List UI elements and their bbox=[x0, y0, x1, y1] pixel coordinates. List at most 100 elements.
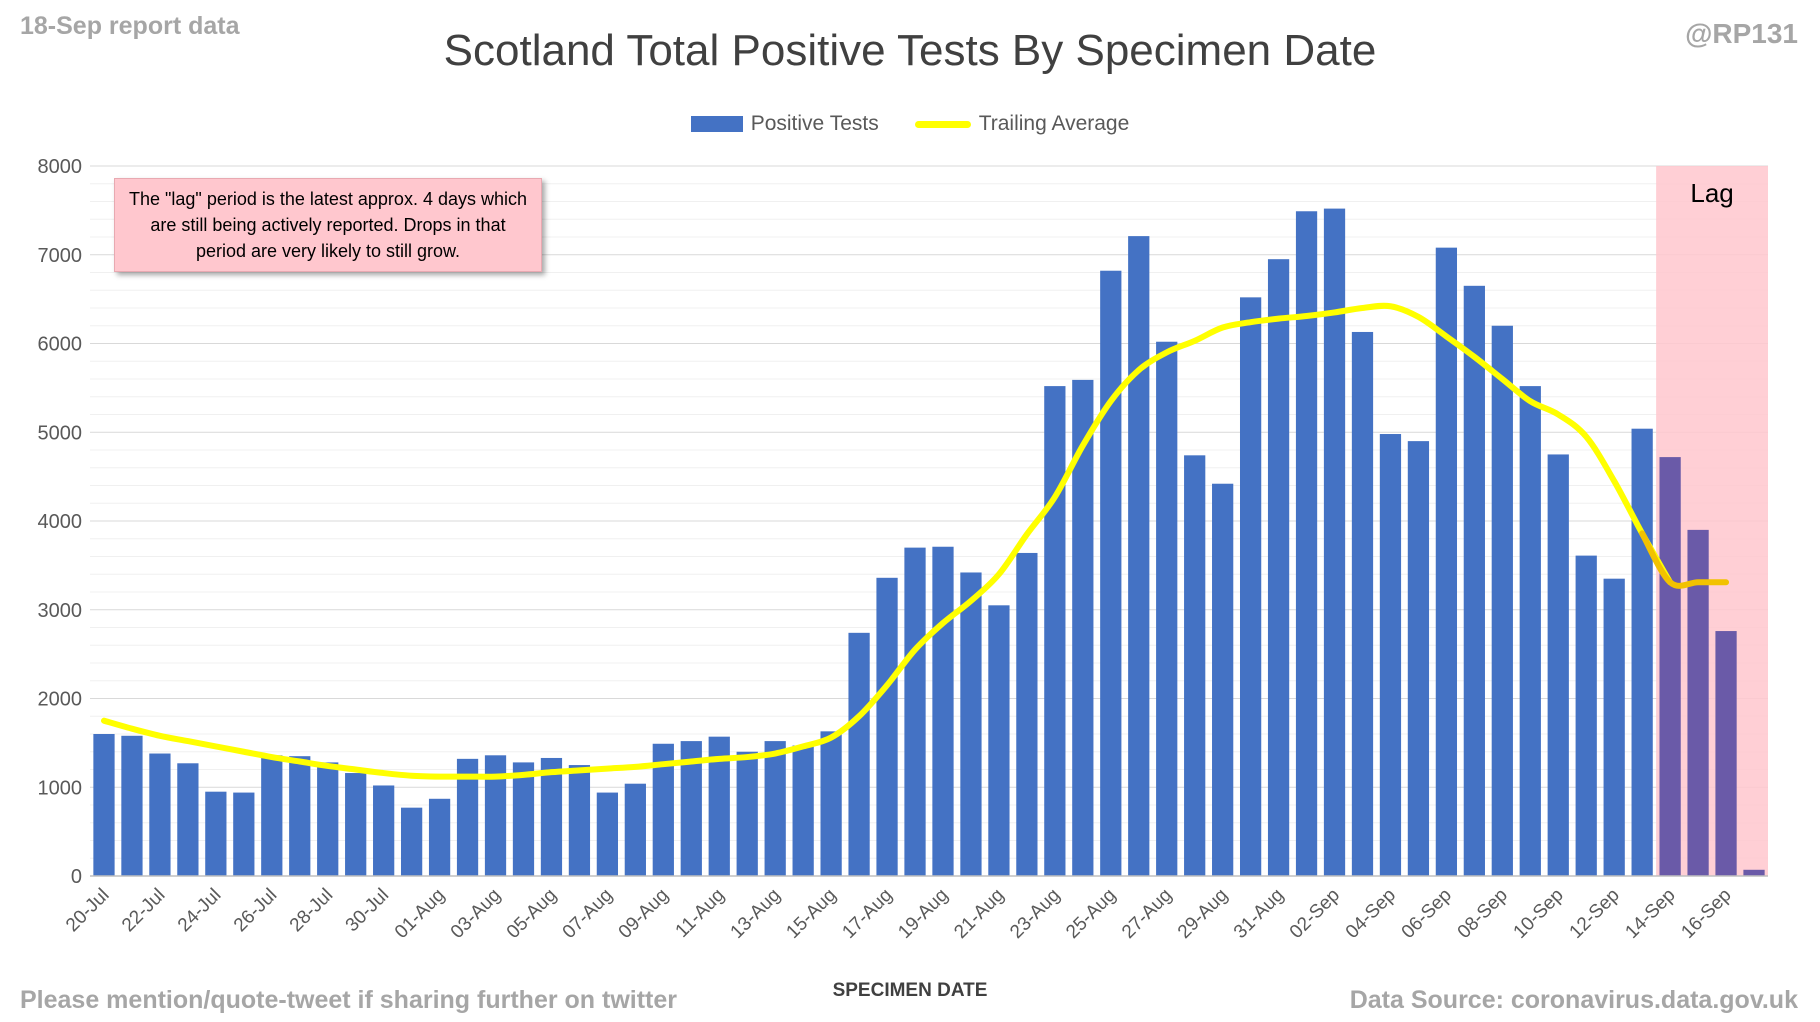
bar-06-Sep bbox=[1435, 247, 1458, 876]
legend: Positive Tests Trailing Average bbox=[0, 112, 1820, 136]
x-tick-label: 02-Sep bbox=[1286, 885, 1344, 943]
x-tick-label: 04-Sep bbox=[1342, 885, 1400, 943]
legend-item-trailing-average: Trailing Average bbox=[914, 112, 1130, 136]
bar-12-Sep bbox=[1603, 578, 1625, 876]
x-tick-label: 06-Sep bbox=[1398, 885, 1456, 943]
bar-16-Aug bbox=[848, 632, 870, 876]
bar-03-Sep bbox=[1351, 331, 1374, 876]
bar-14-Sep bbox=[1659, 457, 1681, 876]
bar-10-Aug bbox=[680, 741, 702, 876]
bar-22-Aug bbox=[1016, 552, 1038, 876]
y-tick-label: 7000 bbox=[38, 245, 83, 267]
x-tick-label: 10-Sep bbox=[1510, 885, 1568, 943]
x-tick-label: 29-Aug bbox=[1174, 885, 1232, 943]
bar-24-Aug bbox=[1072, 379, 1094, 876]
legend-label-positive-tests: Positive Tests bbox=[750, 112, 879, 135]
x-tick-label: 19-Aug bbox=[894, 885, 952, 943]
bar-24-Jul bbox=[205, 791, 227, 876]
x-tick-label: 21-Aug bbox=[950, 885, 1008, 943]
bar-04-Sep bbox=[1379, 434, 1402, 876]
x-tick-label: 09-Aug bbox=[615, 885, 673, 943]
bar-30-Aug bbox=[1239, 297, 1262, 877]
x-tick-label: 13-Aug bbox=[727, 885, 785, 943]
bar-07-Sep bbox=[1463, 285, 1485, 876]
bar-05-Sep bbox=[1407, 441, 1430, 876]
bar-31-Aug bbox=[1267, 259, 1290, 876]
bar-20-Aug bbox=[960, 572, 982, 876]
x-tick-label: 30-Jul bbox=[342, 885, 393, 936]
x-tick-label: 28-Jul bbox=[286, 885, 337, 936]
legend-item-positive-tests: Positive Tests bbox=[690, 112, 879, 136]
x-tick-label: 16-Sep bbox=[1677, 885, 1735, 943]
bar-15-Sep bbox=[1687, 529, 1709, 876]
x-tick-label: 26-Jul bbox=[230, 885, 281, 936]
x-tick-label: 14-Sep bbox=[1621, 885, 1679, 943]
bar-21-Jul bbox=[121, 735, 143, 876]
bar-15-Aug bbox=[820, 731, 842, 876]
x-tick-label: 15-Aug bbox=[782, 885, 840, 943]
bar-17-Aug bbox=[876, 577, 898, 876]
bar-26-Jul bbox=[261, 755, 283, 876]
y-tick-label: 0 bbox=[71, 866, 82, 888]
x-tick-label: 22-Jul bbox=[118, 885, 169, 936]
bar-05-Aug bbox=[540, 757, 563, 876]
bar-01-Sep bbox=[1295, 211, 1318, 876]
bar-30-Jul bbox=[373, 785, 395, 876]
x-tick-label: 01-Aug bbox=[391, 885, 449, 943]
bar-29-Aug bbox=[1212, 483, 1234, 876]
legend-swatch-line bbox=[914, 120, 971, 128]
legend-label-trailing-average: Trailing Average bbox=[978, 112, 1130, 135]
y-tick-label: 4000 bbox=[38, 511, 83, 533]
bar-23-Jul bbox=[177, 763, 199, 876]
report-date-label: 18-Sep report data bbox=[20, 12, 240, 40]
y-tick-label: 6000 bbox=[38, 334, 83, 356]
x-tick-label: 17-Aug bbox=[838, 885, 896, 943]
bar-19-Aug bbox=[932, 546, 954, 876]
bar-13-Aug bbox=[764, 741, 786, 876]
bar-28-Aug bbox=[1184, 455, 1206, 876]
x-tick-label: 08-Sep bbox=[1454, 885, 1512, 943]
bars bbox=[93, 208, 1765, 877]
bar-16-Sep bbox=[1715, 631, 1737, 876]
bar-26-Aug bbox=[1128, 236, 1150, 877]
x-tick-label: 24-Jul bbox=[174, 885, 225, 936]
bar-10-Sep bbox=[1547, 454, 1569, 876]
x-tick-label: 20-Jul bbox=[62, 885, 113, 936]
lag-annotation: The "lag" period is the latest approx. 4… bbox=[114, 178, 542, 272]
bar-22-Jul bbox=[149, 753, 171, 876]
bar-04-Aug bbox=[512, 762, 535, 876]
x-tick-label: 07-Aug bbox=[559, 885, 617, 943]
bar-11-Sep bbox=[1575, 555, 1597, 876]
trailing-average-lag bbox=[1639, 530, 1730, 589]
bar-08-Sep bbox=[1491, 325, 1513, 876]
x-tick-label: 05-Aug bbox=[503, 885, 561, 943]
x-tick-label: 11-Aug bbox=[672, 885, 729, 942]
chart-title: Scotland Total Positive Tests By Specime… bbox=[443, 26, 1377, 75]
bar-29-Jul bbox=[345, 773, 367, 876]
bar-03-Aug bbox=[484, 755, 507, 876]
bar-27-Jul bbox=[289, 756, 311, 876]
bar-18-Aug bbox=[904, 547, 926, 876]
bar-31-Jul bbox=[400, 807, 423, 876]
bar-02-Aug bbox=[456, 758, 479, 876]
y-tick-label: 1000 bbox=[38, 777, 83, 799]
bar-14-Aug bbox=[792, 745, 814, 876]
y-tick-label: 2000 bbox=[38, 689, 83, 711]
x-tick-label: 12-Sep bbox=[1566, 885, 1624, 943]
trailing-average-main bbox=[100, 302, 1674, 780]
bar-08-Aug bbox=[624, 783, 646, 876]
footer-share-note: Please mention/quote-tweet if sharing fu… bbox=[20, 986, 678, 1014]
x-tick-label: 27-Aug bbox=[1118, 885, 1176, 943]
bar-21-Aug bbox=[988, 605, 1010, 876]
x-tick-label: 25-Aug bbox=[1062, 885, 1120, 943]
bar-07-Aug bbox=[596, 792, 619, 876]
author-handle: @RP131 bbox=[1685, 18, 1798, 49]
y-tick-label: 3000 bbox=[38, 600, 83, 622]
lag-label: Lag bbox=[1690, 178, 1733, 208]
bar-28-Jul bbox=[317, 762, 339, 876]
x-tick-label: 03-Aug bbox=[447, 885, 505, 943]
y-tick-label: 5000 bbox=[38, 422, 83, 444]
x-tick-label: 23-Aug bbox=[1006, 885, 1064, 943]
bar-17-Sep bbox=[1743, 869, 1765, 876]
